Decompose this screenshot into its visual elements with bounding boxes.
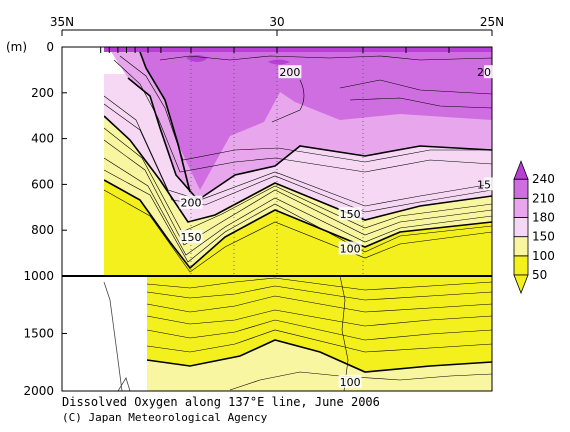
colorbar-label: 210: [532, 191, 555, 205]
contour-label: 150: [340, 208, 361, 221]
contour-label: 150: [181, 231, 202, 244]
surface-band: [104, 47, 492, 52]
chart-title: Dissolved Oxygen along 137°E line, June …: [62, 395, 380, 409]
latitude-tick-label: 30: [269, 15, 284, 29]
contour-label-bg: [179, 195, 203, 209]
contour-label: 20: [477, 66, 491, 79]
contour-label: 200: [181, 197, 202, 210]
chart-credit: (C) Japan Meteorological Agency: [62, 411, 268, 424]
isoline-100-lower: [146, 339, 492, 373]
colorbar-band: [513, 217, 529, 238]
isoline-200-upper: [127, 77, 492, 202]
colorbar-label: 50: [532, 268, 547, 282]
depth-axis: (m) 0 200 400 600 800 1000 1500 2000: [6, 40, 67, 398]
latitude-axis: 35N 30 25N: [50, 15, 504, 36]
contour-label: 200: [279, 66, 300, 79]
contour-label-bg: [338, 241, 362, 255]
colorbar-band: [513, 197, 529, 218]
depth-tick-label: 1500: [23, 327, 54, 341]
colorbar-band: [513, 178, 529, 199]
colorbar-label: 240: [532, 172, 555, 186]
contour-label: 100: [340, 243, 361, 256]
depth-tick-label: 0: [46, 40, 54, 54]
contour-label-bg: [338, 207, 362, 221]
thin-contours: [103, 55, 492, 273]
upper-panel: [62, 47, 492, 276]
isoline-200-ridge: [139, 51, 191, 193]
latitude-tick-label: 35N: [50, 15, 74, 29]
contour-label-bg: [179, 230, 203, 244]
contour-label-bg: [484, 177, 500, 191]
contour-label: 100: [340, 376, 361, 389]
layer-210: [140, 50, 492, 190]
contour-label-bg: [484, 65, 500, 79]
layer-240-right: [268, 59, 290, 65]
depth-tick-label: 400: [31, 132, 54, 146]
depth-tick-label: 800: [31, 223, 54, 237]
depth-tick-label: 200: [31, 86, 54, 100]
thick-contours: [103, 51, 492, 270]
lower-thin-contours: [146, 276, 492, 391]
contour-label-bg: [338, 374, 362, 388]
depth-tick-label: 1000: [23, 269, 54, 283]
station-marks: [100, 47, 493, 276]
colorbar-band: [513, 236, 529, 257]
layer-240-left: [186, 55, 208, 62]
contour-label: 15: [477, 178, 491, 191]
colorbar: 50 100 150 180 210 240: [513, 160, 555, 295]
contour-label-bg: [278, 65, 302, 79]
isoline-100-upper: [103, 179, 492, 270]
depth-tick-label: 600: [31, 177, 54, 191]
isoline-150-upper: [103, 115, 492, 223]
colorbar-extend-bottom: [513, 274, 529, 295]
lower-panel: [62, 276, 492, 391]
lower-fill-100: [147, 340, 492, 391]
no-data-mask-upper: [62, 47, 104, 276]
colorbar-label: 150: [532, 230, 555, 244]
colorbar-extend-top: [513, 160, 529, 180]
colorbar-label: 180: [532, 211, 555, 225]
bathymetry-lines: [103, 281, 131, 391]
depth-unit-label: (m): [6, 40, 27, 54]
colorbar-label: 100: [532, 249, 555, 263]
depth-tick-label: 2000: [23, 384, 54, 398]
contour-labels: 200 20 200 150 150 15 100 100: [179, 65, 500, 389]
latitude-tick-label: 25N: [480, 15, 504, 29]
colorbar-band: [513, 255, 529, 276]
